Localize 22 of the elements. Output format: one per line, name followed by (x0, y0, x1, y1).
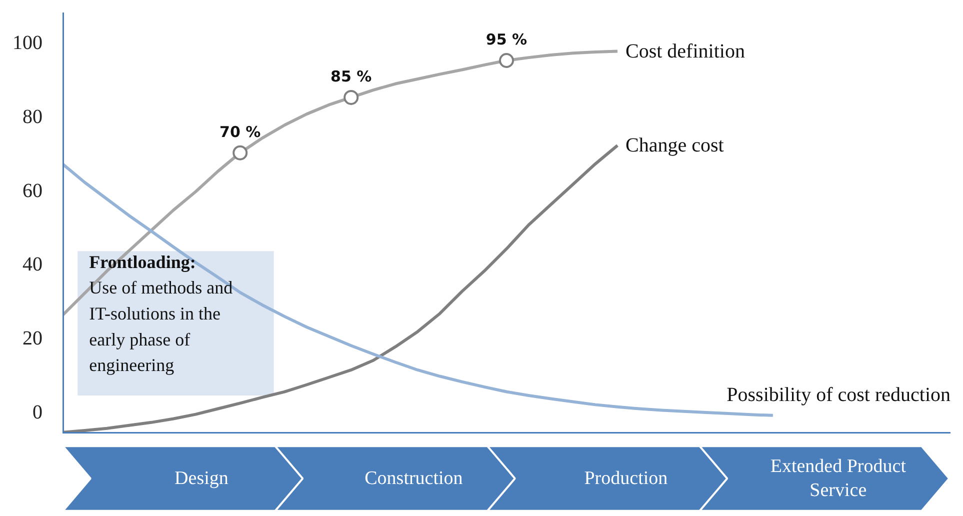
y-tick-label: 100 (12, 32, 42, 54)
annotation: Use of methods and IT-solutions in the early phase of engineering (89, 278, 233, 376)
data-label: 95 % (486, 30, 528, 49)
series-label: Change cost (626, 134, 724, 156)
text: Extended Product Service (770, 456, 907, 502)
point (499, 53, 514, 68)
point (344, 90, 359, 105)
text: Design (174, 468, 229, 489)
line-series (62, 144, 619, 434)
y-tick-label: 20 (22, 327, 42, 350)
y-tick-label: 40 (22, 254, 42, 276)
series-label: Cost definition (626, 40, 745, 62)
y-tick-label: 0 (32, 401, 42, 424)
text: Production (584, 468, 668, 489)
y-tick-label: 60 (22, 180, 42, 202)
y-tick-label: 80 (22, 106, 42, 128)
series-label: Possibility of cost reduction (726, 384, 951, 406)
annotation: Frontloading: (89, 252, 196, 272)
data-label: 85 % (330, 67, 372, 86)
data-label: 70 % (220, 122, 261, 141)
point (232, 145, 248, 160)
text: Construction (364, 468, 464, 489)
